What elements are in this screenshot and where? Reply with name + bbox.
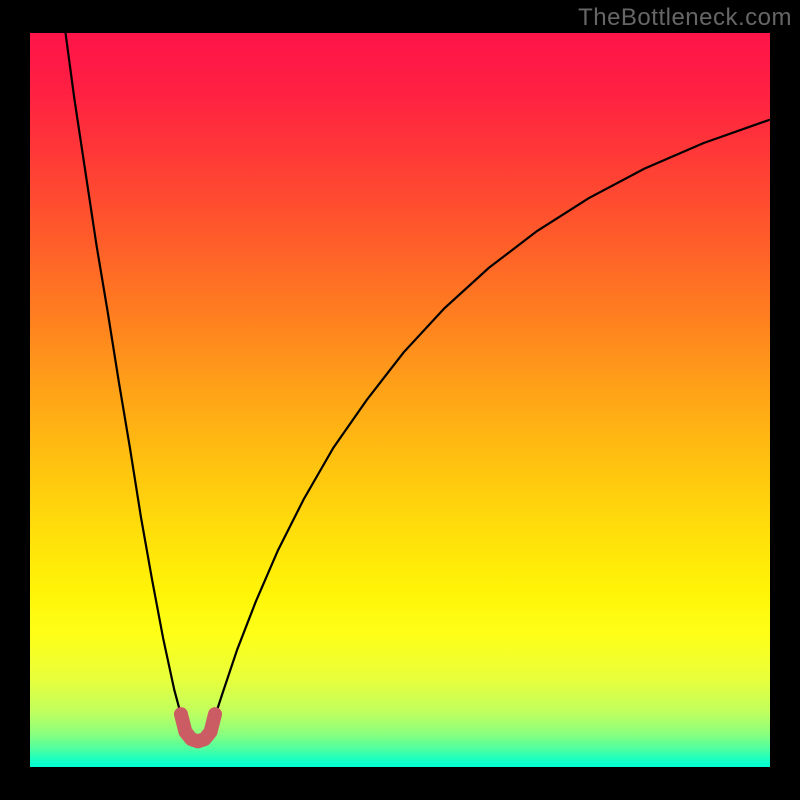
gradient-background (30, 33, 770, 767)
bottleneck-chart (30, 33, 770, 767)
watermark-text: TheBottleneck.com (578, 4, 792, 32)
